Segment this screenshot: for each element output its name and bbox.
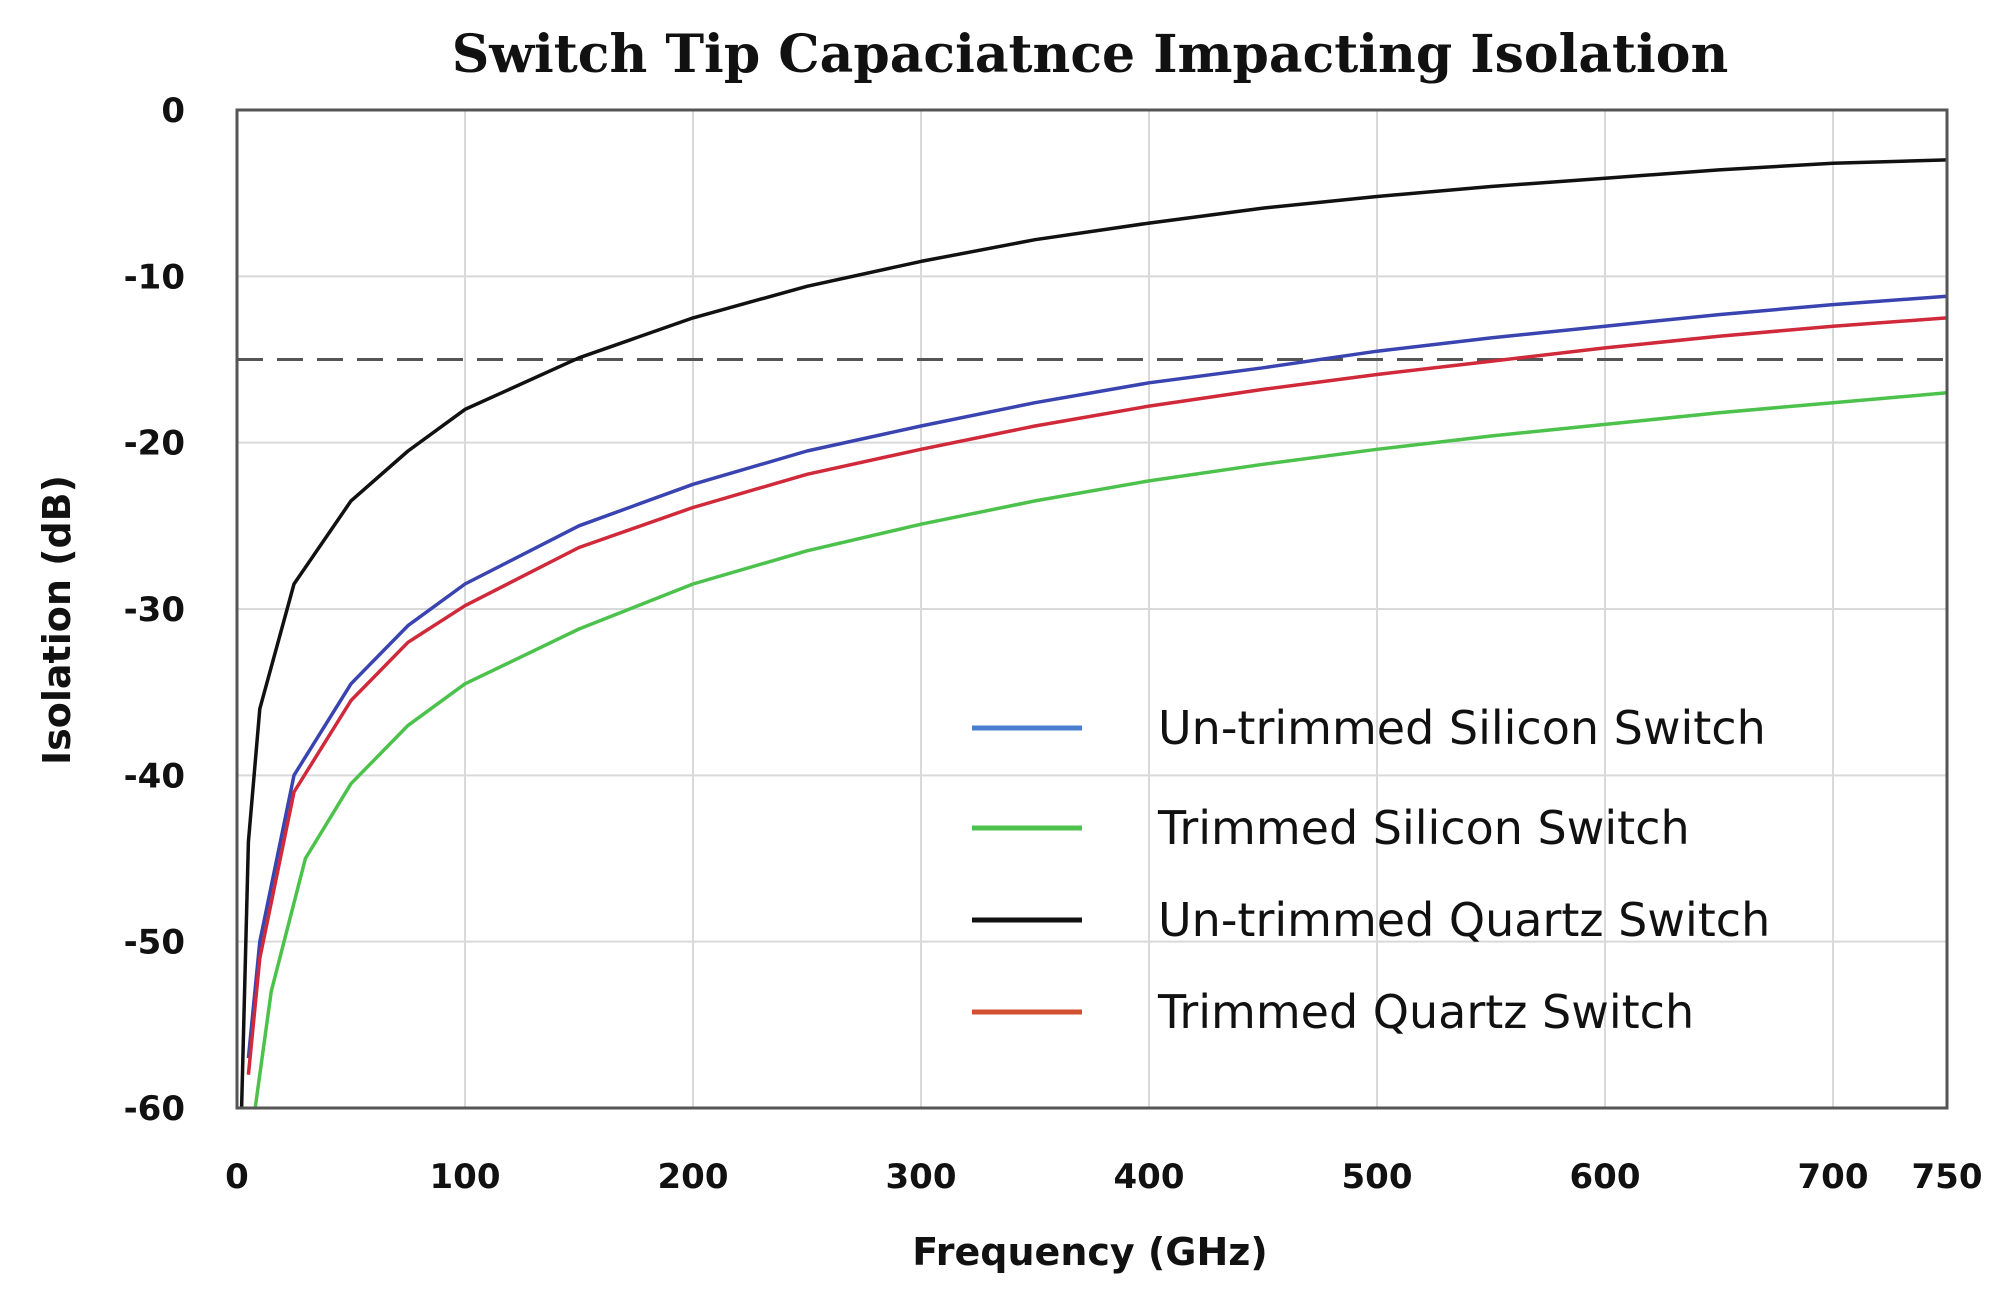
x-tick-label: 400 bbox=[1114, 1157, 1185, 1197]
plot-frame bbox=[235, 108, 1949, 1110]
x-axis-label: Frequency (GHz) bbox=[912, 1230, 1268, 1274]
y-tick-label: -10 bbox=[124, 257, 185, 297]
series-line bbox=[246, 316, 1948, 1075]
series-line bbox=[253, 391, 1948, 1109]
y-tick-label: -30 bbox=[124, 590, 185, 630]
grid bbox=[236, 109, 1948, 1109]
legend: Un-trimmed Silicon Switch Trimmed Silicon… bbox=[972, 701, 1770, 1039]
x-tick-labels: 0 100 200 300 400 500 600 700 750 bbox=[225, 1157, 1982, 1197]
x-tick-label: 750 bbox=[1912, 1157, 1983, 1197]
y-tick-label: -50 bbox=[124, 923, 185, 963]
x-tick-label: 600 bbox=[1570, 1157, 1641, 1197]
x-tick-label: 100 bbox=[430, 1157, 501, 1197]
legend-label: Trimmed Quartz Switch bbox=[1157, 985, 1694, 1039]
y-tick-label: -20 bbox=[124, 424, 185, 464]
y-tick-label: -60 bbox=[124, 1089, 185, 1129]
y-tick-labels: 0 -10 -20 -30 -40 -50 -60 bbox=[124, 91, 185, 1129]
x-tick-label: 0 bbox=[225, 1157, 249, 1197]
x-tick-label: 200 bbox=[658, 1157, 729, 1197]
x-tick-label: 300 bbox=[886, 1157, 957, 1197]
legend-label: Un-trimmed Quartz Switch bbox=[1158, 893, 1770, 947]
series-line bbox=[239, 158, 1948, 1109]
plot-area bbox=[239, 158, 1948, 1109]
legend-label: Trimmed Silicon Switch bbox=[1157, 801, 1690, 855]
y-tick-label: -40 bbox=[124, 756, 185, 796]
y-axis-label: Isolation (dB) bbox=[35, 475, 79, 765]
x-tick-label: 500 bbox=[1342, 1157, 1413, 1197]
x-tick-label: 700 bbox=[1798, 1157, 1869, 1197]
legend-label: Un-trimmed Silicon Switch bbox=[1158, 701, 1766, 755]
y-tick-label: 0 bbox=[161, 91, 185, 131]
series-line bbox=[246, 294, 1948, 1059]
chart-title: Switch Tip Capaciatnce Impacting Isolati… bbox=[452, 24, 1729, 85]
